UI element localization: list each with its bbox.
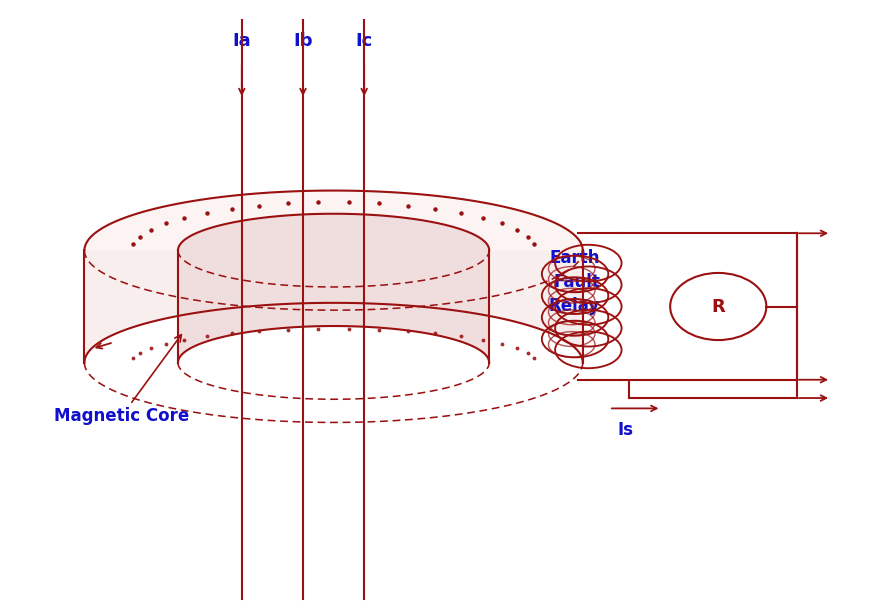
Polygon shape: [84, 191, 582, 363]
Polygon shape: [84, 191, 582, 250]
Polygon shape: [178, 214, 489, 363]
Text: Ia: Ia: [232, 32, 251, 50]
Text: Earth
Fault
Relay: Earth Fault Relay: [549, 249, 600, 314]
Text: Ic: Ic: [355, 32, 373, 50]
Text: Magnetic Core: Magnetic Core: [53, 335, 189, 425]
Text: Is: Is: [617, 421, 634, 439]
Text: Ib: Ib: [293, 32, 313, 50]
Text: R: R: [711, 297, 725, 316]
